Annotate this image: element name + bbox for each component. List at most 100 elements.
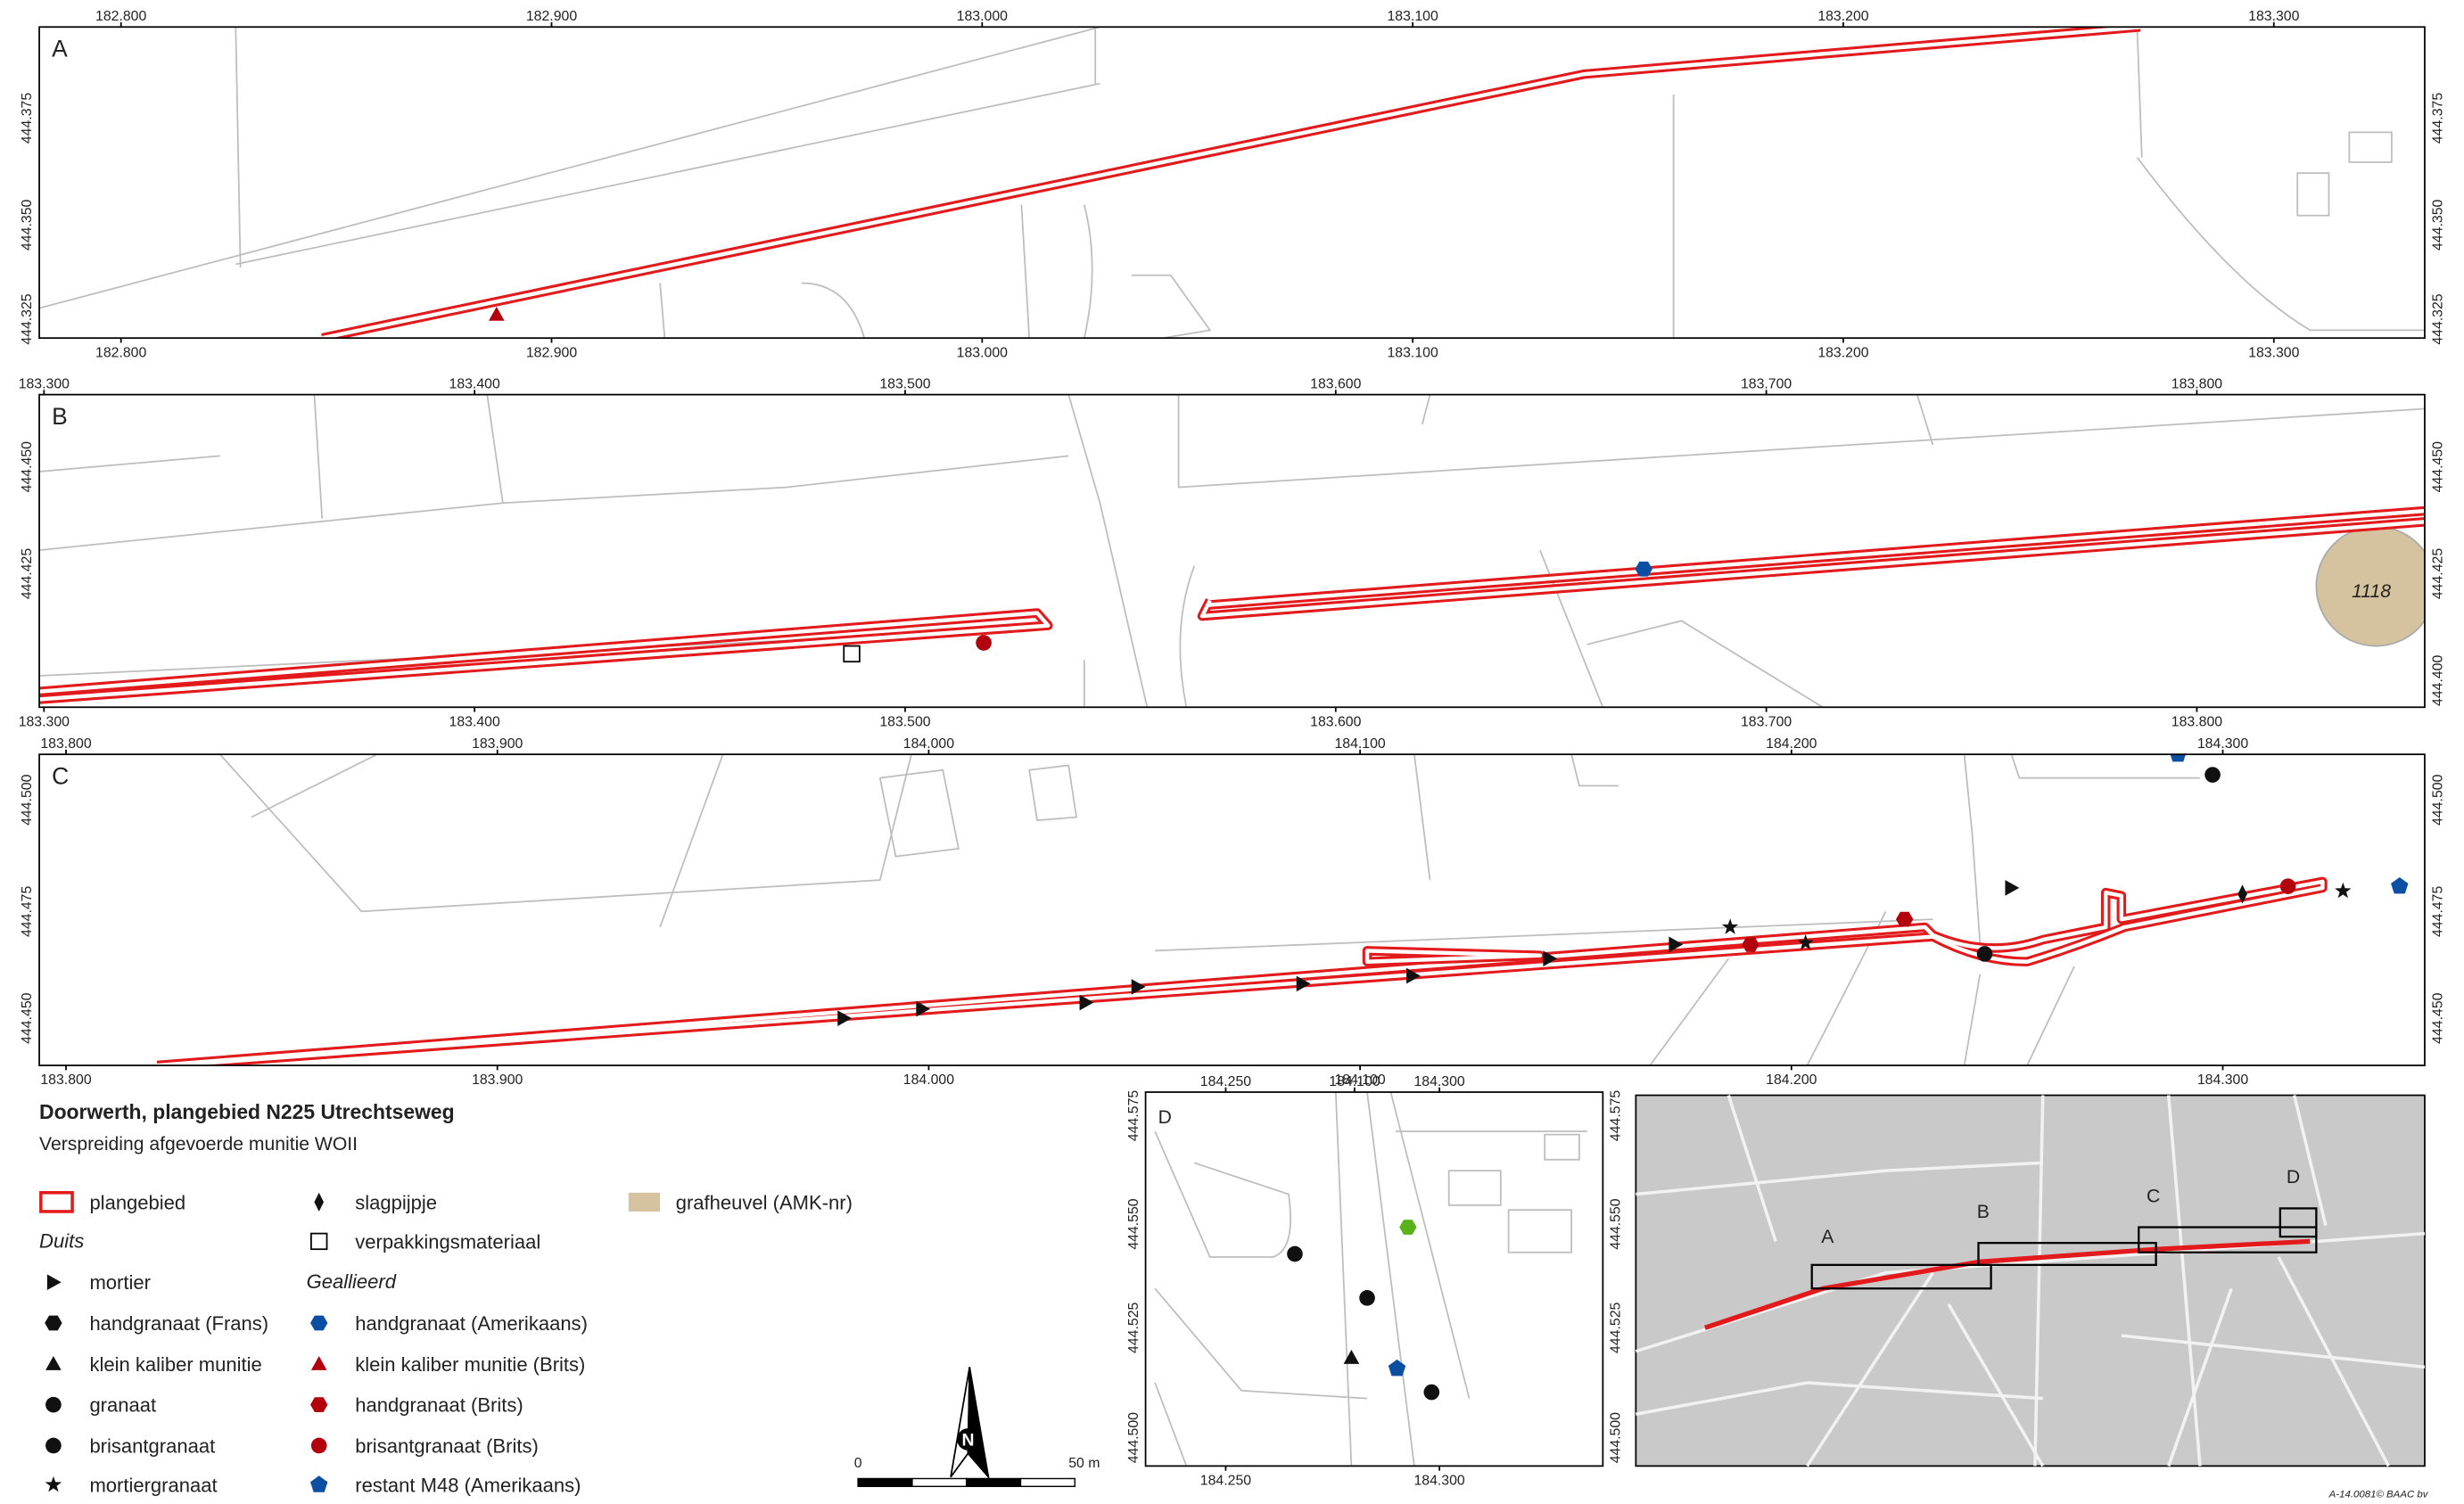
legend-label: grafheuvel (AMK-nr)	[676, 1191, 853, 1213]
bottom-tick-label: 184.300	[2197, 1073, 2248, 1088]
legend-label: restant M48 (Amerikaans)	[355, 1474, 581, 1496]
legend-label: mortiergranaat	[89, 1474, 217, 1496]
top-tick-label: 182.900	[526, 9, 577, 24]
north-label: N	[961, 1430, 974, 1450]
marker-hexagon	[310, 1315, 328, 1331]
top-tick-label: 184.300	[1413, 1074, 1464, 1089]
top-tick-label: 183.400	[449, 377, 500, 392]
panel-bg	[39, 754, 2425, 1066]
legend-label: handgranaat (Brits)	[355, 1394, 523, 1417]
left-tick-label: 444.500	[1126, 1412, 1141, 1463]
marker-hexagon	[310, 1397, 328, 1413]
overview-road	[2166, 1095, 2202, 1467]
right-tick-label: 444.450	[2430, 992, 2445, 1043]
legend-swatch	[628, 1192, 661, 1212]
north-circle	[957, 1428, 979, 1451]
marker-circle	[2279, 878, 2296, 894]
marker-circle	[1423, 1384, 1440, 1401]
overview-box	[1977, 1242, 2157, 1266]
bottom-tick-label: 183.300	[19, 714, 70, 729]
top-tick-label: 184.250	[1200, 1074, 1251, 1089]
bottom-tick-label: 184.250	[1200, 1474, 1251, 1489]
map-subtitle: Verspreiding afgevoerde munitie WOII	[39, 1134, 358, 1155]
legend-label: granaat	[89, 1394, 156, 1417]
top-tick-label: 183.600	[1310, 377, 1361, 392]
marker-star	[1721, 918, 1739, 934]
bottom-tick-label: 183.900	[472, 1073, 523, 1088]
bottom-tick-label: 183.000	[957, 345, 1008, 360]
bottom-tick-label: 184.000	[903, 1073, 954, 1088]
marker-mortier	[46, 1274, 62, 1291]
marker-square	[843, 645, 861, 663]
bottom-tick-label: 184.200	[1766, 1073, 1817, 1088]
marker-diamond	[2237, 884, 2247, 904]
scale-end: 50 m	[1068, 1456, 1100, 1471]
marker-mortier	[1131, 979, 1146, 995]
top-tick-label: 184.200	[1766, 736, 1817, 752]
marker-star	[1797, 933, 1814, 950]
overview-label: A	[1821, 1227, 1834, 1247]
right-tick-label: 444.500	[2430, 774, 2445, 825]
left-tick-label: 444.500	[20, 774, 35, 825]
left-tick-label: 444.450	[20, 992, 35, 1043]
top-tick-label: 183.900	[472, 736, 523, 752]
marker-hexagon	[45, 1315, 62, 1331]
panel-1: 1118	[39, 394, 2425, 708]
overview-road	[1636, 1161, 2043, 1196]
panel-2	[39, 754, 2425, 1066]
right-tick-label: 444.525	[1609, 1302, 1624, 1352]
marker-mortier	[1296, 975, 1311, 992]
bottom-tick-label: 183.600	[1310, 714, 1361, 729]
marker-circle	[45, 1437, 62, 1454]
marker-pentagon	[2391, 876, 2409, 894]
marker-triangle	[310, 1356, 327, 1370]
left-tick-label: 444.350	[20, 199, 35, 250]
bottom-tick-label: 183.200	[1817, 345, 1868, 360]
left-tick-label: 444.450	[20, 441, 35, 492]
top-tick-label: 183.200	[1817, 9, 1868, 24]
bottom-tick-label: 182.900	[526, 345, 577, 360]
map-line	[39, 27, 2425, 339]
bottom-tick-label: 182.800	[95, 345, 146, 360]
panel-0	[39, 27, 2425, 339]
legend-swatch	[39, 1191, 74, 1213]
panel-frame	[38, 26, 2426, 340]
overview-bg	[1635, 1094, 2426, 1467]
overview-road	[1947, 1303, 2045, 1467]
top-tick-label: 183.800	[2171, 377, 2222, 392]
overview-road	[2033, 1095, 2045, 1467]
marker-star	[2335, 882, 2352, 899]
route-inner	[321, 27, 2141, 339]
top-tick-label: 184.300	[2197, 736, 2248, 752]
overview-road	[1636, 1381, 2043, 1416]
right-tick-label: 444.400	[2430, 655, 2445, 706]
bottom-tick-label: 183.800	[40, 1073, 91, 1088]
overview-label: C	[2147, 1186, 2160, 1206]
overview-road	[2292, 1095, 2328, 1227]
bottom-tick-label: 183.300	[2248, 345, 2299, 360]
route-inner	[39, 611, 1051, 702]
marker-circle	[310, 1437, 327, 1454]
marker-hexagon	[1635, 561, 1652, 577]
marker-triangle	[489, 306, 505, 321]
marker-hexagon	[1742, 936, 1759, 952]
right-tick-label: 444.575	[1609, 1090, 1624, 1141]
legend-label: handgranaat (Amerikaans)	[355, 1312, 588, 1335]
marker-diamond	[314, 1192, 324, 1212]
scale-start: 0	[854, 1456, 862, 1471]
top-tick-label: 184.100	[1334, 736, 1385, 752]
overview-label: D	[2287, 1167, 2300, 1188]
panel-frame	[1144, 1091, 1604, 1467]
bottom-tick-label: 183.700	[1741, 714, 1792, 729]
marker-pentagon	[2170, 754, 2186, 762]
right-tick-label: 444.450	[2430, 441, 2445, 492]
left-tick-label: 444.550	[1126, 1198, 1141, 1249]
overview-box	[2138, 1226, 2318, 1253]
top-tick-label: 183.500	[879, 377, 930, 392]
marker-circle	[976, 635, 992, 651]
marker-mortier	[1669, 936, 1684, 953]
legend-label: verpakkingsmateriaal	[355, 1230, 540, 1253]
panel-label: C	[52, 763, 69, 790]
